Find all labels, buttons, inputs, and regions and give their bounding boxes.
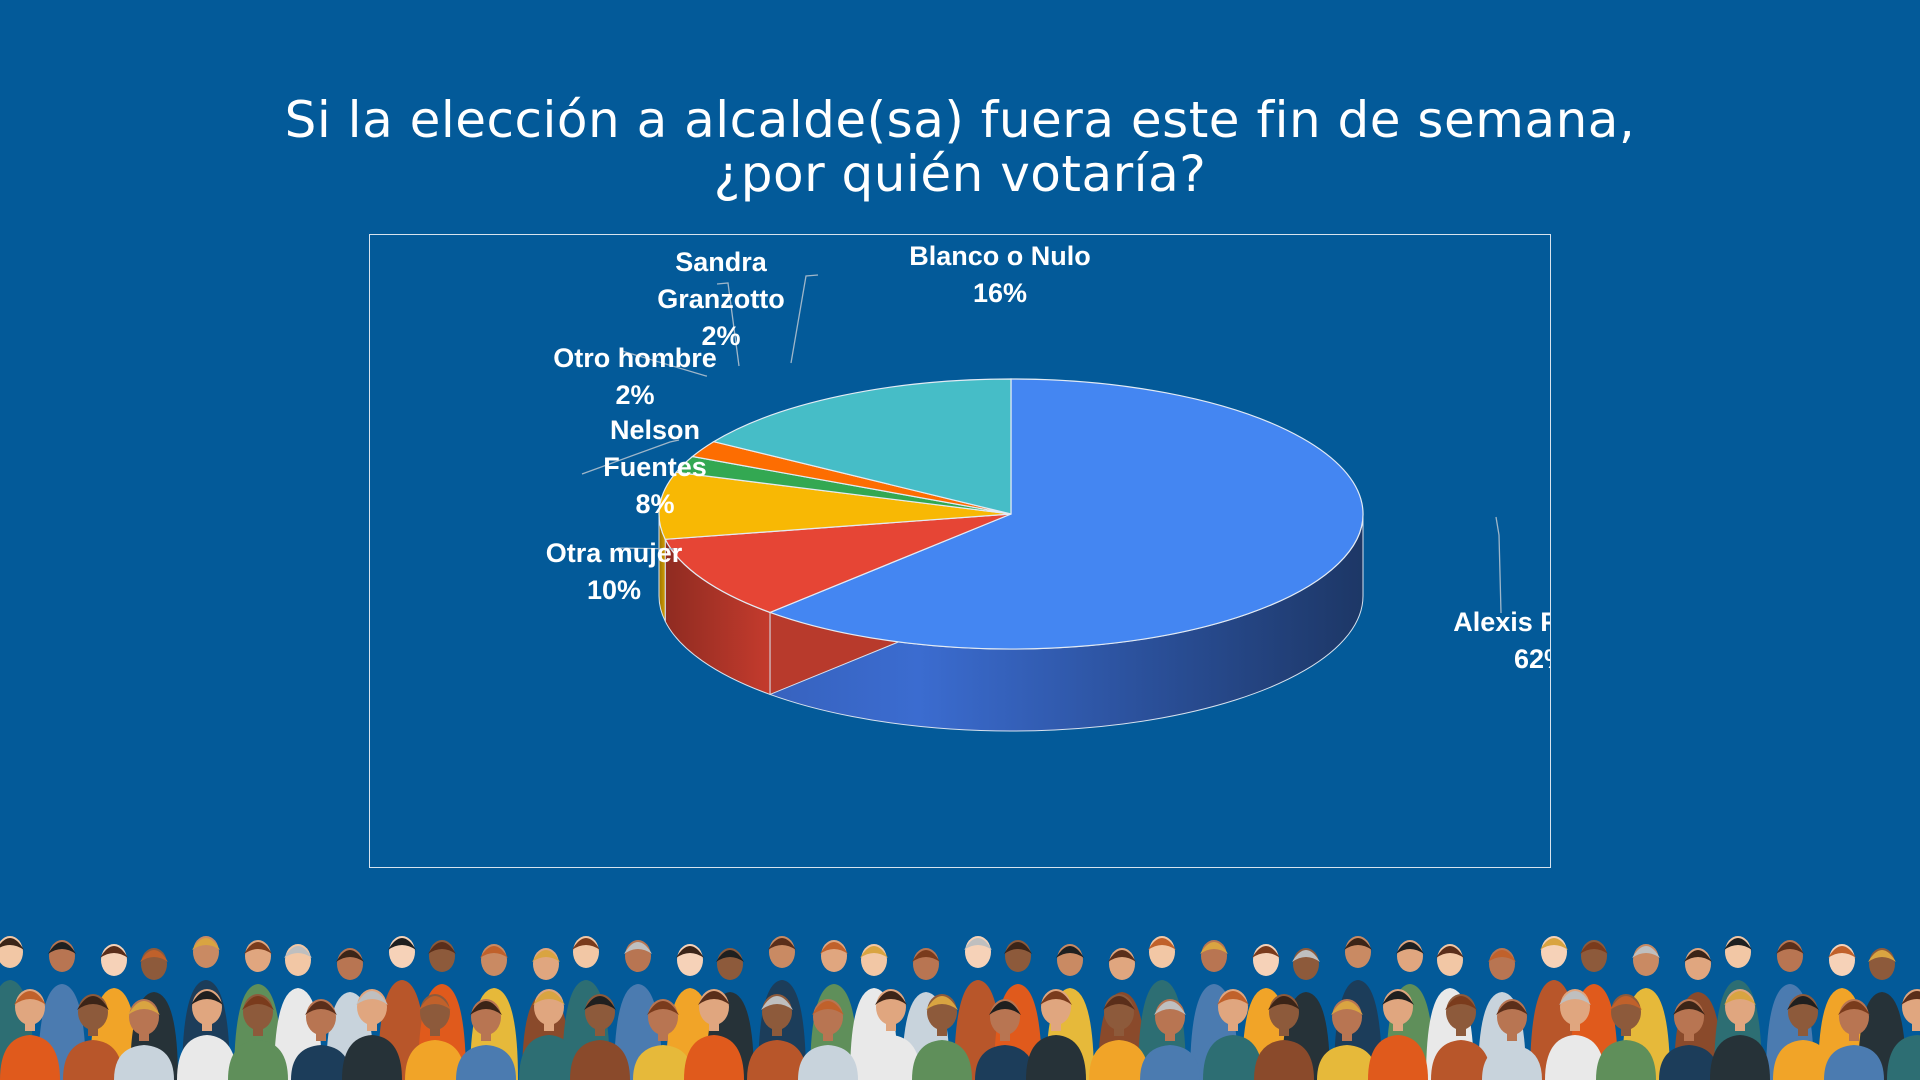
slice-name: Otra mujer bbox=[546, 538, 683, 568]
slice-label: Alexis Pineda 62% bbox=[1453, 607, 1550, 674]
pie-slice-alexis-pineda bbox=[768, 378, 1364, 650]
leader-line bbox=[617, 547, 681, 550]
slice-label: Otro hombre 2% bbox=[553, 343, 717, 410]
slice-label: Otra mujer 10% bbox=[546, 538, 683, 605]
chart-frame: Alexis Pineda 62% Otra mujer 10% Nelson Fuent… bbox=[369, 234, 1551, 868]
leader-line bbox=[621, 350, 707, 377]
slice-percent: 2% bbox=[701, 321, 740, 351]
slice-name: Fuentes bbox=[603, 452, 707, 482]
leader-line bbox=[581, 439, 680, 475]
pie-labels: Alexis Pineda 62% Otra mujer 10% Nelson Fuent… bbox=[546, 241, 1550, 674]
slice-percent: 2% bbox=[615, 380, 654, 410]
slice-percent: 62% bbox=[1514, 644, 1550, 674]
slice-percent: 16% bbox=[973, 278, 1027, 308]
crowd-people bbox=[0, 936, 1920, 1080]
pie-slice-blanco-o-nulo bbox=[712, 378, 1012, 515]
slice-percent: 10% bbox=[587, 575, 641, 605]
leader-line bbox=[1495, 516, 1502, 614]
pie-top-faces bbox=[658, 378, 1364, 650]
slice-name: Otro hombre bbox=[553, 343, 717, 373]
title-line-1: Si la elección a alcalde(sa) fuera este … bbox=[284, 91, 1636, 149]
slice-name: Alexis Pineda bbox=[1453, 607, 1550, 637]
slice-percent: 8% bbox=[635, 489, 674, 519]
leader-line bbox=[790, 274, 819, 364]
pie-slice-nelson-fuentes bbox=[658, 471, 1012, 540]
slice-name: Sandra bbox=[675, 247, 768, 277]
slice-name: Nelson bbox=[610, 415, 700, 445]
crowd-illustration bbox=[0, 936, 1920, 1080]
leader-line bbox=[716, 282, 740, 367]
pie-slice-otra-mujer bbox=[664, 513, 1012, 614]
title-line-2: ¿por quién votaría? bbox=[713, 145, 1207, 203]
slice-label: Sandra Granzotto 2% bbox=[657, 247, 785, 351]
slice-name: Blanco o Nulo bbox=[909, 241, 1091, 271]
slice-name: Granzotto bbox=[657, 284, 785, 314]
pie-chart: Alexis Pineda 62% Otra mujer 10% Nelson Fuent… bbox=[546, 241, 1550, 732]
slice-label: Blanco o Nulo 16% bbox=[909, 241, 1091, 308]
slice-label: Nelson Fuentes 8% bbox=[603, 415, 707, 519]
